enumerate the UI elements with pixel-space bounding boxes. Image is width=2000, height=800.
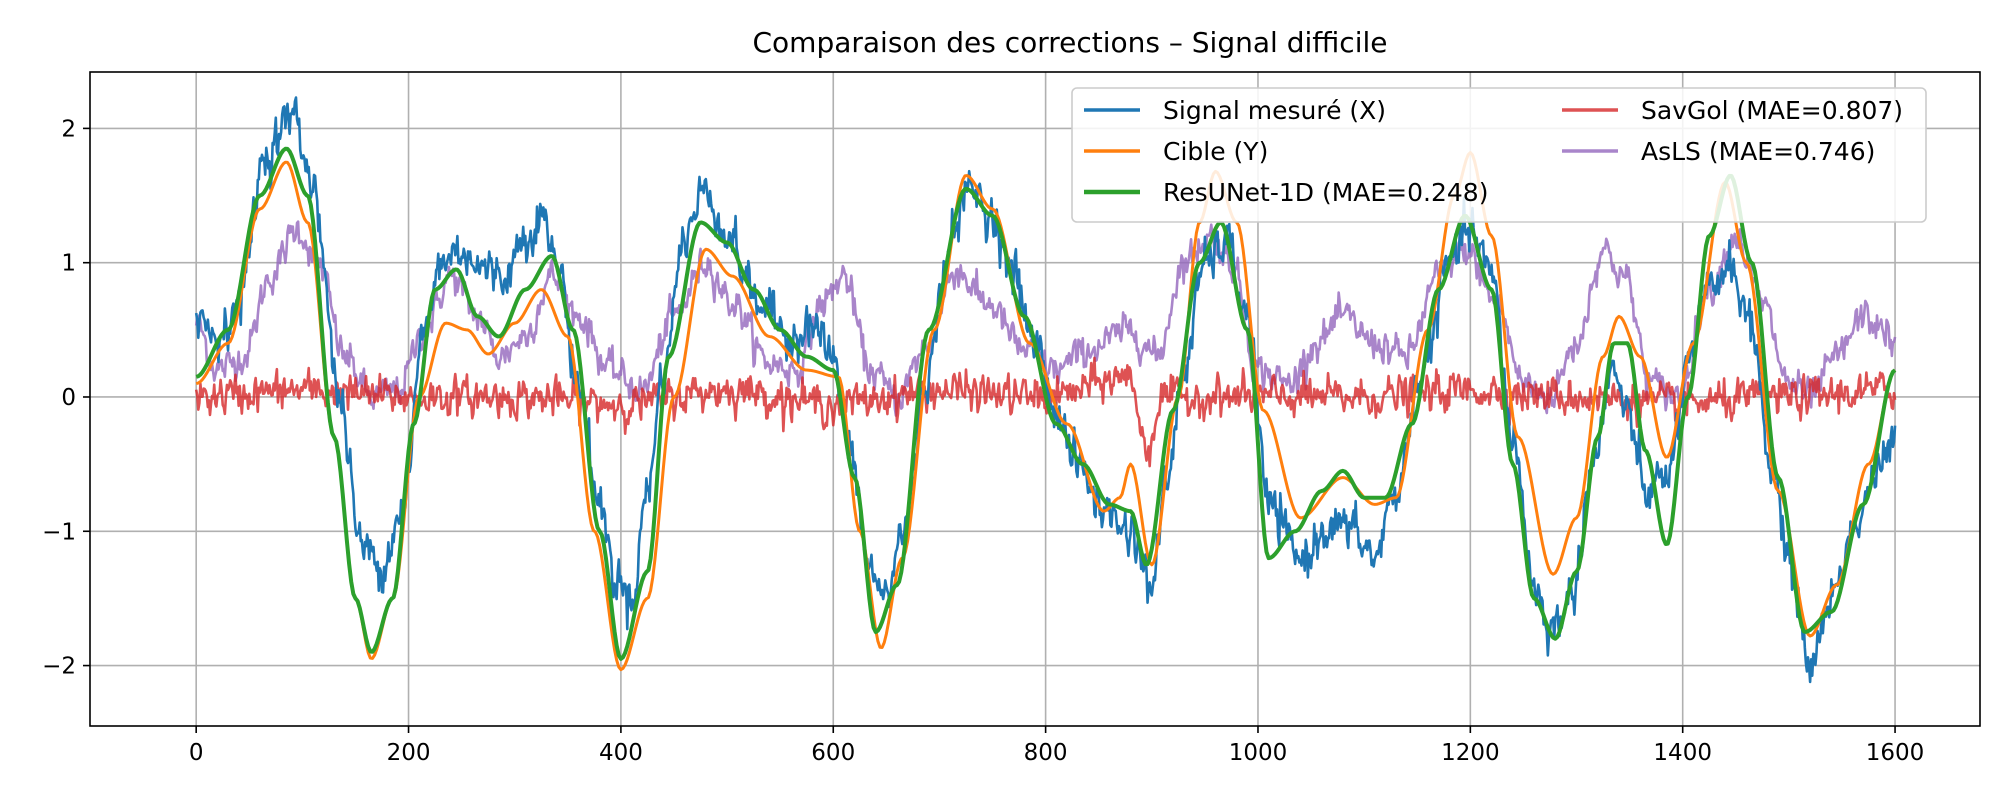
x-tick-label: 1200 bbox=[1441, 740, 1500, 766]
series-line-1 bbox=[195, 151, 1896, 672]
legend-label: ResUNet-1D (MAE=0.248) bbox=[1163, 178, 1488, 207]
x-tick-label: 400 bbox=[599, 740, 643, 766]
legend-label: Signal mesuré (X) bbox=[1163, 96, 1386, 125]
legend-label: Cible (Y) bbox=[1163, 137, 1268, 166]
series-line-3 bbox=[194, 356, 1897, 468]
plot-area bbox=[194, 96, 1897, 684]
x-tick-label: 600 bbox=[811, 740, 855, 766]
y-tick-label: −2 bbox=[42, 654, 76, 680]
x-tick-label: 800 bbox=[1024, 740, 1068, 766]
legend-label: SavGol (MAE=0.807) bbox=[1641, 96, 1903, 125]
series-line-2 bbox=[195, 146, 1897, 661]
axes: 0 200 400 600 800 1000 1200 1400 1600 −2 −1 0 1 2 bbox=[42, 116, 1924, 766]
legend: Signal mesuré (X) Cible (Y) ResUNet-1D (MA… bbox=[1071, 87, 1927, 223]
y-tick-label: 0 bbox=[61, 385, 76, 411]
y-tick-label: 2 bbox=[61, 116, 76, 142]
x-tick-label: 1600 bbox=[1866, 740, 1925, 766]
y-tick-label: −1 bbox=[42, 519, 76, 545]
x-tick-label: 200 bbox=[387, 740, 431, 766]
legend-box bbox=[1071, 87, 1927, 223]
x-tick-label: 0 bbox=[189, 740, 204, 766]
chart-title: Comparaison des corrections – Signal dif… bbox=[753, 26, 1388, 59]
plot-frame bbox=[89, 71, 1981, 727]
x-tick-label: 1400 bbox=[1653, 740, 1712, 766]
y-tick-label: 1 bbox=[61, 251, 76, 277]
legend-label: AsLS (MAE=0.746) bbox=[1641, 137, 1875, 166]
x-tick-label: 1000 bbox=[1229, 740, 1288, 766]
